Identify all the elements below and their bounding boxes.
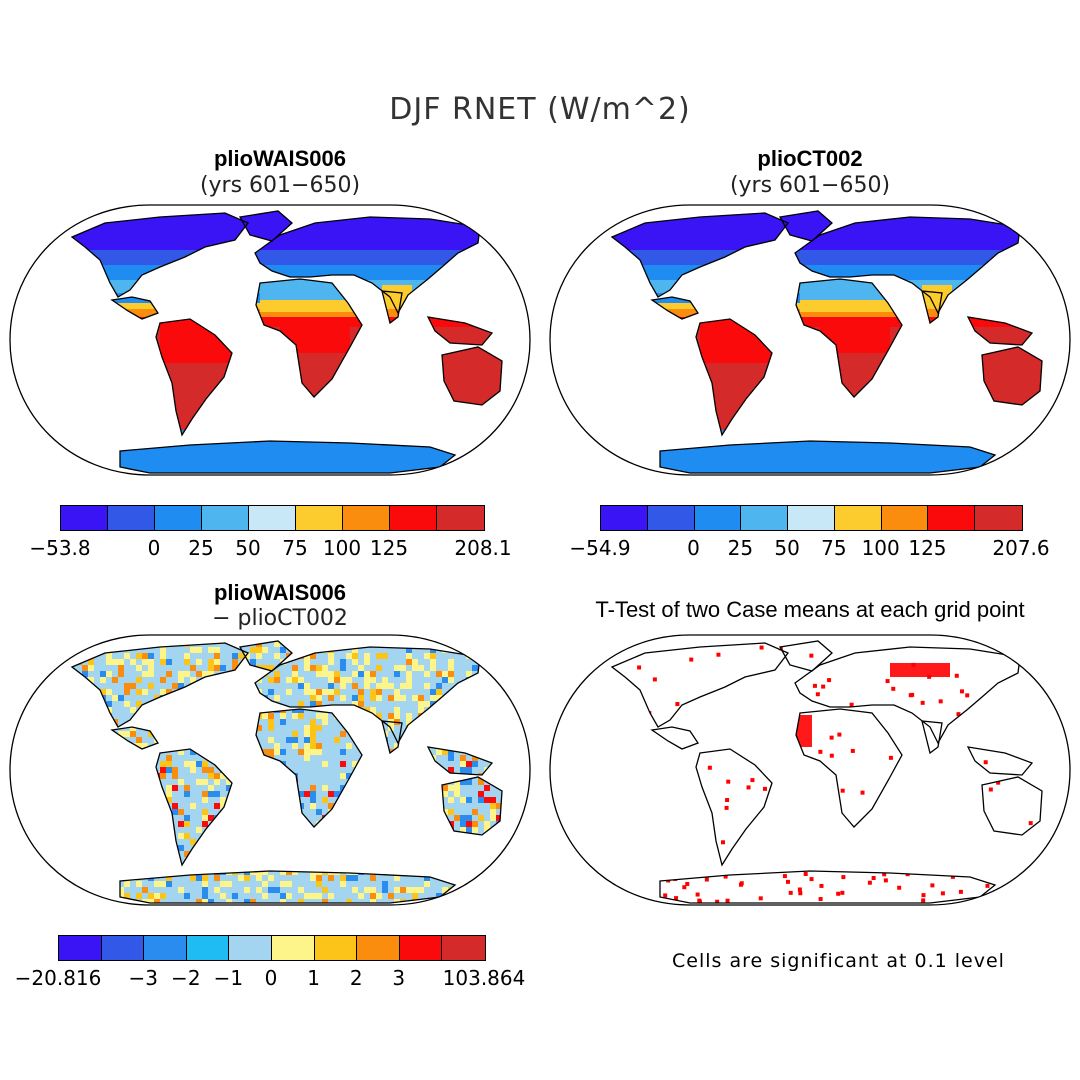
panel-1-subtitle: (yrs 601−650) xyxy=(199,173,361,198)
colorbar-swatch xyxy=(59,936,102,960)
colorbar-swatch xyxy=(399,936,443,960)
panel-2-colorbar xyxy=(600,505,1023,531)
colorbar-swatch xyxy=(202,506,249,530)
panel-2-subtitle: (yrs 601−650) xyxy=(729,173,891,198)
colorbar-swatch xyxy=(601,506,648,530)
panel-2-map xyxy=(549,204,1071,476)
panel-1-colorbar-ticks: −53.8 0 25 50 75 100 125 208.1 xyxy=(29,536,511,560)
colorbar-swatch xyxy=(390,506,437,530)
colorbar-swatch xyxy=(741,506,789,530)
colorbar-swatch xyxy=(108,506,155,530)
colorbar-tick-label: 1 xyxy=(307,966,320,990)
colorbar-swatch xyxy=(928,506,976,530)
colorbar-tick-label: 0 xyxy=(264,966,278,990)
colorbar-tick-label: 100 xyxy=(861,536,900,560)
panel-3-colorbar-ticks: −20.816 −3 −2 −1 0 1 2 3 103.864 xyxy=(15,966,526,990)
panel-2-title: plioCT002 xyxy=(757,146,863,171)
colorbar-tick-label: 103.864 xyxy=(442,966,526,990)
panel-4-note: Cells are significant at 0.1 level xyxy=(672,950,1005,972)
panel-3-subtitle: − plioCT002 xyxy=(212,606,348,631)
colorbar-swatch xyxy=(694,506,742,530)
panel-1-title: plioWAIS006 xyxy=(213,146,347,171)
colorbar-tick-label: 3 xyxy=(392,966,406,990)
colorbar-swatch xyxy=(249,506,296,530)
colorbar-swatch xyxy=(296,506,343,530)
colorbar-tick-label: 208.1 xyxy=(454,536,512,560)
colorbar-swatch xyxy=(437,506,484,530)
colorbar-swatch xyxy=(357,936,400,960)
coastlines xyxy=(610,210,1043,474)
panel-1-map xyxy=(9,204,531,476)
colorbar-tick-label: 75 xyxy=(821,536,847,560)
colorbar-tick-label: 0 xyxy=(147,536,161,560)
colorbar-tick-label: 25 xyxy=(188,536,214,560)
panel-3-title: plioWAIS006 xyxy=(213,580,347,605)
panel-3-map xyxy=(9,634,531,906)
colorbar-tick-label: 75 xyxy=(282,536,308,560)
coastlines xyxy=(610,640,1043,904)
colorbar-tick-label: −3 xyxy=(128,966,158,990)
figure-title: DJF RNET (W/m^2) xyxy=(389,92,691,127)
colorbar-tick-label: 125 xyxy=(369,536,409,560)
panel-2-colorbar-ticks: −54.9 0 25 50 75 100 125 207.6 xyxy=(569,536,1049,560)
coastlines xyxy=(70,640,503,904)
panel-4-title: T-Test of two Case means at each grid po… xyxy=(595,597,1025,622)
colorbar-swatch xyxy=(442,936,485,960)
colorbar-tick-label: −1 xyxy=(213,966,244,990)
colorbar-tick-label: −53.8 xyxy=(29,536,91,560)
colorbar-swatch xyxy=(271,936,315,960)
colorbar-swatch xyxy=(229,936,272,960)
colorbar-swatch xyxy=(61,506,108,530)
colorbar-swatch xyxy=(186,936,230,960)
colorbar-tick-label: 207.6 xyxy=(992,536,1050,560)
colorbar-tick-label: 50 xyxy=(774,536,800,560)
colorbar-tick-label: −2 xyxy=(171,966,201,990)
panel-1-colorbar xyxy=(60,505,485,531)
colorbar-tick-label: −20.816 xyxy=(14,966,102,990)
colorbar-swatch xyxy=(101,936,145,960)
coastlines xyxy=(70,210,503,474)
colorbar-tick-label: 125 xyxy=(908,536,947,560)
colorbar-swatch xyxy=(788,506,835,530)
colorbar-swatch xyxy=(881,506,929,530)
colorbar-swatch xyxy=(975,506,1022,530)
colorbar-swatch xyxy=(343,506,390,530)
colorbar-tick-label: −54.9 xyxy=(569,536,631,560)
colorbar-tick-label: 25 xyxy=(727,536,754,560)
colorbar-swatch xyxy=(314,936,358,960)
panel-4-map xyxy=(549,634,1071,906)
colorbar-swatch xyxy=(834,506,882,530)
colorbar-tick-label: 100 xyxy=(322,536,362,560)
colorbar-tick-label: 0 xyxy=(687,536,700,560)
colorbar-swatch xyxy=(647,506,695,530)
colorbar-tick-label: 50 xyxy=(235,536,261,560)
colorbar-swatch xyxy=(144,936,187,960)
colorbar-tick-label: 2 xyxy=(349,966,363,990)
panel-3-colorbar xyxy=(58,935,486,961)
colorbar-swatch xyxy=(155,506,202,530)
